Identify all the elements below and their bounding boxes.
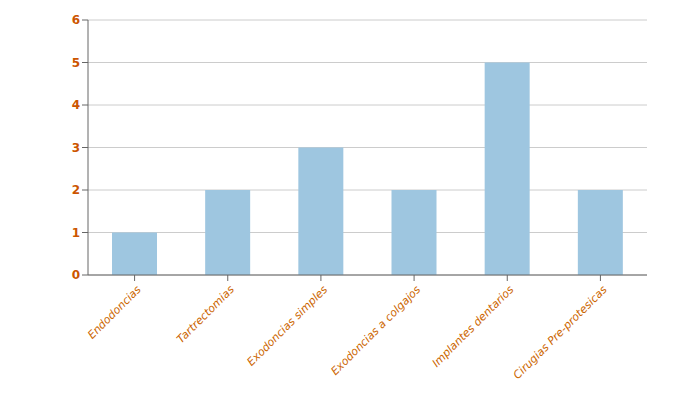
svg-text:5: 5: [72, 56, 80, 70]
svg-text:4: 4: [72, 98, 80, 112]
svg-text:Exodoncias a colgajos: Exodoncias a colgajos: [328, 283, 423, 378]
svg-text:1: 1: [72, 226, 80, 240]
svg-text:Tartrectomias: Tartrectomias: [174, 283, 237, 346]
svg-text:Exodoncias simples: Exodoncias simples: [245, 283, 331, 369]
svg-text:0: 0: [72, 268, 80, 282]
svg-text:Endodoncias: Endodoncias: [85, 283, 144, 342]
svg-text:2: 2: [72, 183, 80, 197]
svg-text:3: 3: [72, 141, 80, 155]
svg-text:Cirugias Pre-protesicas: Cirugias Pre-protesicas: [511, 283, 610, 382]
svg-text:Implantes dentarios: Implantes dentarios: [430, 283, 517, 370]
svg-text:6: 6: [72, 13, 80, 27]
